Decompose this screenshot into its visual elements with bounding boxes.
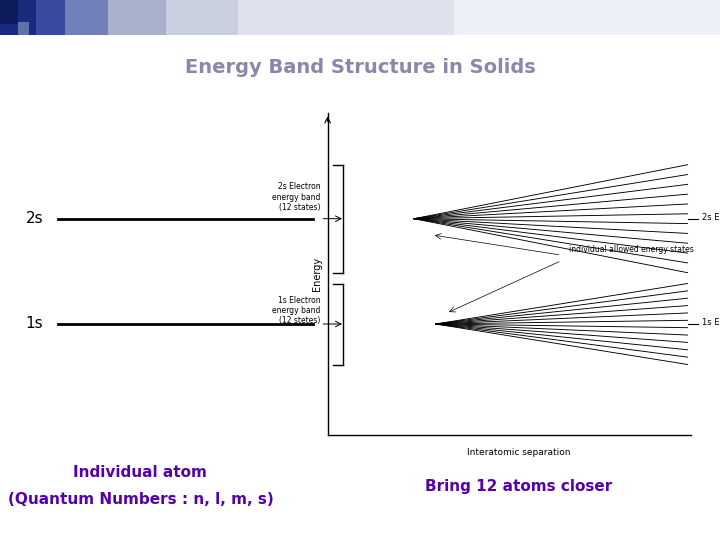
Text: 1s: 1s [26, 316, 43, 332]
FancyBboxPatch shape [0, 0, 18, 35]
Text: individual allowed energy states: individual allowed energy states [569, 245, 693, 254]
FancyBboxPatch shape [0, 0, 18, 24]
Text: 1s Electron
energy band
(12 stetes): 1s Electron energy band (12 stetes) [272, 295, 320, 326]
Text: Energy Band Structure in Solids: Energy Band Structure in Solids [184, 58, 536, 77]
FancyBboxPatch shape [166, 0, 238, 35]
Text: 2s Electron state.: 2s Electron state. [702, 213, 720, 222]
Text: Interatomic separation: Interatomic separation [467, 448, 570, 457]
Text: Bring 12 atoms closer: Bring 12 atoms closer [425, 478, 612, 494]
Text: 1s Electron state.: 1s Electron state. [702, 319, 720, 327]
FancyBboxPatch shape [238, 0, 454, 35]
FancyBboxPatch shape [65, 0, 108, 35]
FancyBboxPatch shape [454, 0, 720, 35]
Text: Individual atom: Individual atom [73, 465, 207, 480]
Text: Energy: Energy [312, 257, 322, 291]
FancyBboxPatch shape [18, 22, 29, 35]
FancyBboxPatch shape [18, 0, 36, 35]
Text: (Quantum Numbers : n, l, m, s): (Quantum Numbers : n, l, m, s) [7, 492, 274, 507]
Text: 2s: 2s [26, 211, 43, 226]
FancyBboxPatch shape [36, 0, 65, 35]
FancyBboxPatch shape [108, 0, 166, 35]
Text: 2s Electron
energy band
(12 states): 2s Electron energy band (12 states) [272, 182, 320, 212]
